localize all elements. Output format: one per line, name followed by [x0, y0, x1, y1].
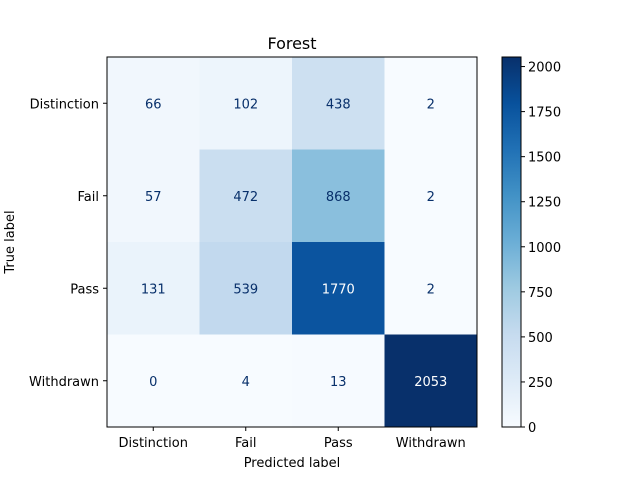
- matrix-cell: [292, 242, 385, 335]
- chart-title: Forest: [267, 34, 316, 53]
- colorbar-tick-label: 1000: [528, 241, 561, 256]
- matrix-cell-value: 2: [427, 97, 435, 112]
- colorbar: [501, 56, 522, 428]
- matrix-cell-value: 1770: [322, 282, 355, 297]
- x-tick-label: Fail: [235, 436, 256, 451]
- matrix-cell: [384, 149, 478, 243]
- colorbar-tick-label: 1750: [528, 106, 561, 121]
- colorbar-tick-label: 250: [528, 376, 553, 391]
- matrix-cell: [199, 149, 293, 243]
- colorbar-tick-label: 500: [528, 331, 553, 346]
- matrix-cell-value: 4: [242, 375, 250, 390]
- x-tick-label: Distinction: [119, 436, 188, 451]
- matrix-cell: [199, 57, 293, 150]
- y-tick-label: Withdrawn: [29, 375, 99, 390]
- matrix-cell-value: 13: [330, 375, 347, 390]
- matrix-cell: [292, 149, 385, 243]
- matrix-cell: [107, 334, 200, 428]
- colorbar-ticks: 0 250 500 750 1000 1250 1500 1750 2000: [521, 61, 561, 436]
- y-axis-ticks: Distinction Fail Pass Withdrawn: [29, 97, 107, 390]
- y-tick-label: Fail: [78, 190, 99, 205]
- matrix-cell-value: 0: [149, 375, 157, 390]
- x-axis-ticks: Distinction Fail Pass Withdrawn: [119, 427, 466, 451]
- matrix-cell: [107, 149, 200, 243]
- matrix-cell-value: 539: [233, 282, 258, 297]
- matrix-cell: [107, 242, 200, 335]
- matrix-cell-value: 57: [145, 190, 162, 205]
- matrix-cell-value: 102: [233, 97, 258, 112]
- colorbar-tick-label: 1500: [528, 151, 561, 166]
- matrix-cell: [199, 242, 293, 335]
- matrix-cell-value: 868: [326, 190, 351, 205]
- matrix-cell: [107, 57, 200, 150]
- matrix-cell: [292, 57, 385, 150]
- matrix-cell-value: 2: [427, 190, 435, 205]
- x-tick-label: Withdrawn: [396, 436, 466, 451]
- matrix-cell-value: 2: [427, 282, 435, 297]
- colorbar-tick-label: 750: [528, 286, 553, 301]
- matrix-cell-value: 472: [233, 190, 258, 205]
- y-tick-label: Distinction: [30, 97, 99, 112]
- x-tick-label: Pass: [324, 436, 353, 451]
- x-axis-label: Predicted label: [244, 456, 341, 471]
- matrix-cell-value: 438: [326, 97, 351, 112]
- matrix-cell-value: 2053: [414, 375, 447, 390]
- y-tick-label: Pass: [70, 282, 99, 297]
- matrix-cell: [384, 57, 478, 150]
- matrix-cell-value: 66: [145, 97, 162, 112]
- matrix-cell: [199, 334, 293, 428]
- matrix-cell-value: 131: [141, 282, 166, 297]
- matrix-cell: [384, 242, 478, 335]
- matrix-cell-labels: 66 102 438 2 57 472 868 2 131 539 1770 2 0 4 13 2053: [141, 97, 447, 390]
- matrix-cells: [107, 57, 478, 428]
- colorbar-tick-label: 2000: [528, 61, 561, 76]
- colorbar-tick-label: 0: [528, 421, 536, 436]
- matrix-frame: [106, 56, 478, 428]
- matrix-cell: [292, 334, 385, 428]
- y-axis-label: True label: [3, 210, 18, 274]
- colorbar-tick-label: 1250: [528, 196, 561, 211]
- matrix-cell: [384, 334, 478, 428]
